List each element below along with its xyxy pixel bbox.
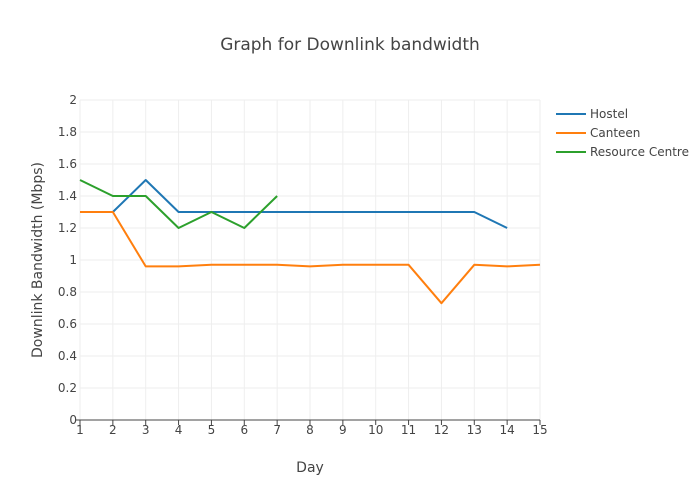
x-tick-label: 2 (109, 423, 117, 437)
series-lines (79, 179, 541, 305)
y-axis-title: Downlink Bandwidth (Mbps) (30, 162, 46, 358)
x-tick-label: 11 (401, 423, 416, 437)
y-tick-label: 1.4 (58, 189, 77, 203)
series-line-canteen (80, 211, 541, 305)
y-tick-label: 1.6 (58, 157, 77, 171)
series-line-resource-centre (79, 179, 278, 229)
y-tick-label: 0.2 (58, 381, 77, 395)
axes (75, 419, 541, 425)
y-tick-label: 0.8 (58, 285, 77, 299)
y-tick-labels: 0 0.2 0.4 0.6 0.8 1 1.2 1.4 1.6 1.8 2 (58, 93, 77, 427)
x-tick-label: 3 (142, 423, 150, 437)
x-tick-label: 5 (208, 423, 216, 437)
y-tick-label: 0.4 (58, 349, 77, 363)
x-tick-label: 14 (500, 423, 515, 437)
legend-label: Resource Centre (590, 145, 689, 159)
x-tick-label: 6 (240, 423, 248, 437)
x-tick-label: 13 (467, 423, 482, 437)
x-tick-label: 4 (175, 423, 183, 437)
chart-title: Graph for Downlink bandwidth (220, 35, 480, 55)
grid-lines (79, 99, 541, 420)
legend: Hostel Canteen Resource Centre (556, 107, 689, 159)
x-tick-label: 15 (532, 423, 547, 437)
x-tick-label: 1 (76, 423, 84, 437)
x-tick-labels: 1 2 3 4 5 6 7 8 9 10 11 12 13 14 15 (76, 423, 547, 437)
y-tick-label: 1.8 (58, 125, 77, 139)
legend-label: Canteen (590, 126, 640, 140)
x-tick-label: 9 (339, 423, 347, 437)
x-tick-label: 8 (306, 423, 314, 437)
series-line-hostel (80, 179, 508, 229)
legend-label: Hostel (590, 107, 628, 121)
x-tick-label: 7 (273, 423, 281, 437)
y-tick-label: 1.2 (58, 221, 77, 235)
x-tick-label: 12 (434, 423, 449, 437)
y-tick-label: 2 (69, 93, 77, 107)
y-tick-label: 0 (69, 413, 77, 427)
y-tick-label: 0.6 (58, 317, 77, 331)
x-axis-title: Day (296, 460, 324, 476)
x-tick-label: 10 (368, 423, 383, 437)
y-tick-label: 1 (69, 253, 77, 267)
